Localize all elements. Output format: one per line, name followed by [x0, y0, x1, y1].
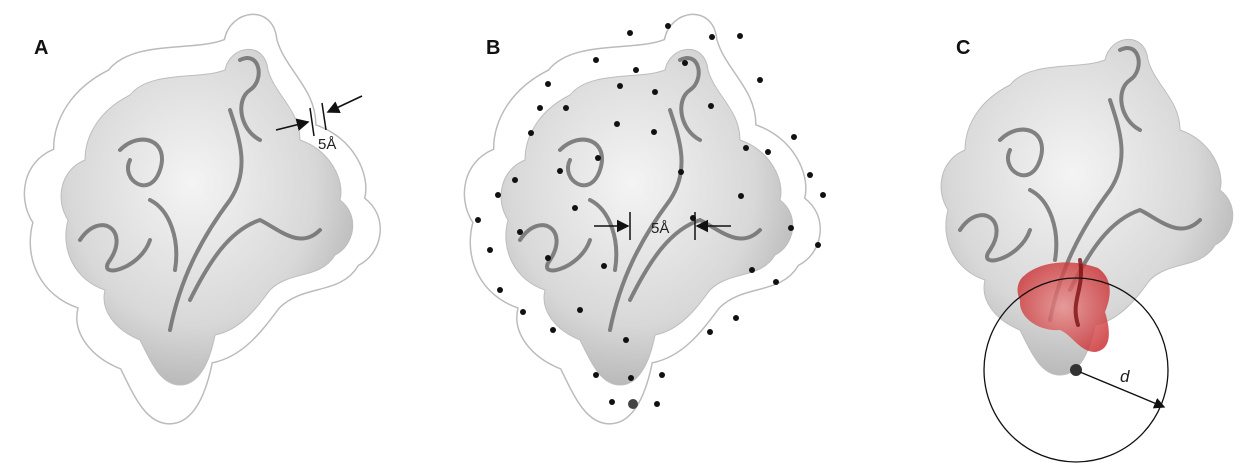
panel-label: C: [956, 37, 970, 59]
protein: [501, 49, 793, 385]
panel-label: B: [486, 37, 500, 59]
distance-label: 5Å: [651, 220, 669, 237]
figure: A 5Å B 5Å C d: [0, 0, 1257, 464]
protein: [61, 49, 353, 385]
radius-label: d: [1120, 367, 1130, 386]
panel-label: A: [34, 37, 48, 59]
center-point: [1070, 364, 1082, 376]
distance-label: 5Å: [318, 136, 336, 153]
